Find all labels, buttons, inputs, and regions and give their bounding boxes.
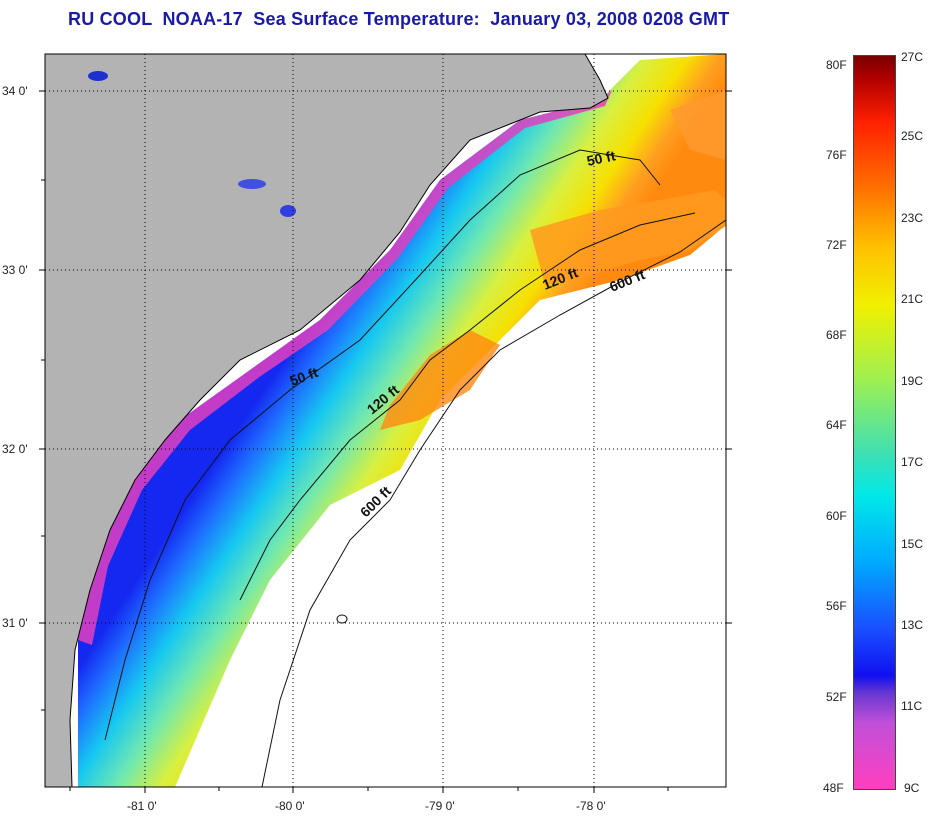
colorbar-celsius-label: 17C: [901, 455, 924, 469]
colorbar-fahrenheit-label: 64F: [826, 418, 847, 432]
colorbar-fahrenheit-label: 56F: [826, 599, 847, 613]
colorbar-celsius-label: 13C: [901, 618, 924, 632]
colorbar-celsius-label: 11C: [901, 699, 923, 713]
colorbar-fahrenheit-label: 72F: [826, 238, 847, 252]
map-frame: [44, 53, 727, 788]
land-mass: [45, 54, 608, 787]
colorbar-celsius-label: 23C: [901, 211, 924, 225]
map-title: RU COOL NOAA-17 Sea Surface Temperature:…: [68, 9, 730, 29]
warm-patch-central: [380, 330, 500, 430]
coastline: [69, 54, 609, 787]
isobath-label: 50 ft: [585, 147, 617, 169]
isobath-600ft: [261, 219, 726, 787]
colorbar-fahrenheit-label: 48F: [823, 781, 844, 795]
lon-label: -79 0': [425, 799, 455, 813]
isobath-50ft: [104, 149, 661, 741]
lat-label: 34 0': [2, 84, 28, 98]
colorbar-celsius-label: 9C: [904, 781, 920, 795]
axis-ticks: [39, 90, 732, 793]
lon-label: -78 0': [576, 799, 606, 813]
inland-lakes: [88, 71, 296, 217]
colorbar-fahrenheit-label: 80F: [826, 58, 847, 72]
colorbar-fahrenheit-label: 68F: [826, 328, 847, 342]
lon-label: -81 0': [127, 799, 157, 813]
warm-patch-northeast: [530, 190, 726, 285]
lat-label: 31 0': [2, 616, 28, 630]
colorbar-fahrenheit-label: 60F: [826, 509, 847, 523]
temperature-colorbar: [853, 55, 896, 790]
colorbar-celsius-label: 19C: [901, 374, 924, 388]
colorbar-celsius-label: 15C: [901, 537, 924, 551]
colorbar-celsius-label: 27C: [901, 50, 924, 64]
lat-label: 32 0': [2, 442, 28, 456]
graticule: [45, 54, 726, 787]
warm-patch-far-northeast: [670, 90, 726, 160]
isobath-120ft: [239, 212, 696, 601]
colorbar-celsius-label: 25C: [901, 129, 924, 143]
colorbar-fahrenheit-label: 76F: [826, 148, 847, 162]
lat-label: 33 0': [2, 263, 28, 277]
colorbar-fahrenheit-label: 52F: [826, 690, 847, 704]
lon-label: -80 0': [275, 799, 305, 813]
colorbar-celsius-label: 21C: [901, 292, 924, 306]
